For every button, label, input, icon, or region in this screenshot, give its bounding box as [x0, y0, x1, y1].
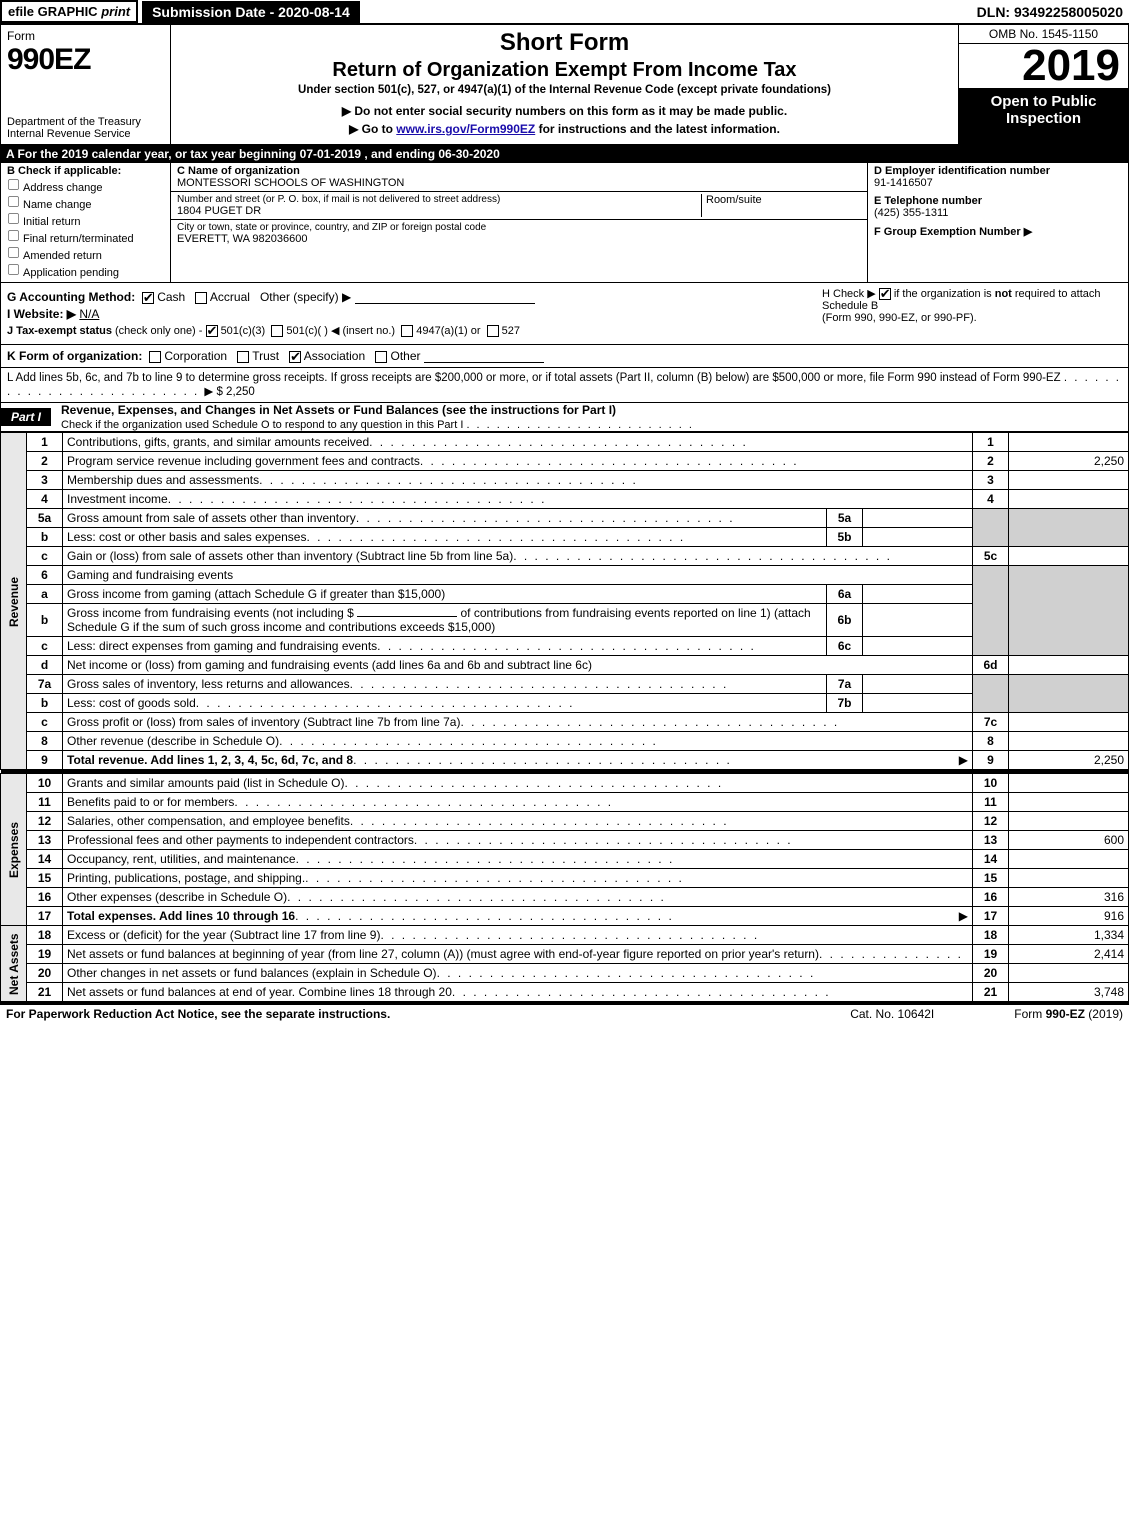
- part1-label: Part I: [1, 408, 51, 426]
- section-C: C Name of organization MONTESSORI SCHOOL…: [171, 163, 868, 282]
- header-center: Short Form Return of Organization Exempt…: [171, 25, 958, 144]
- goto-instructions: ▶ Go to www.irs.gov/Form990EZ for instru…: [179, 122, 950, 136]
- org-city: EVERETT, WA 982036600: [177, 233, 486, 245]
- chk-other-org[interactable]: [375, 351, 387, 363]
- org-street: 1804 PUGET DR: [177, 205, 500, 217]
- org-name-row: C Name of organization MONTESSORI SCHOOL…: [171, 163, 867, 192]
- side-expenses: Expenses: [1, 774, 27, 926]
- amt-10: [1009, 774, 1129, 793]
- chk-amended-return[interactable]: Amended return: [7, 246, 164, 262]
- amt-5c: [1009, 547, 1129, 566]
- chk-address-change[interactable]: Address change: [7, 178, 164, 194]
- form-word: Form: [7, 29, 164, 43]
- amt-8: [1009, 732, 1129, 751]
- tax-year-bar: A For the 2019 calendar year, or tax yea…: [0, 145, 1129, 163]
- cat-number: Cat. No. 10642I: [850, 1007, 934, 1021]
- amt-16: 316: [1009, 888, 1129, 907]
- org-city-row: City or town, state or province, country…: [171, 220, 867, 247]
- part1-table: Revenue 1 Contributions, gifts, grants, …: [0, 432, 1129, 1002]
- chk-accrual[interactable]: [195, 292, 207, 304]
- section-J: J Tax-exempt status (check only one) - 5…: [7, 324, 1122, 337]
- amt-6d: [1009, 656, 1129, 675]
- chk-cash[interactable]: [142, 292, 154, 304]
- irs-link[interactable]: www.irs.gov/Form990EZ: [396, 122, 535, 136]
- chk-name-change[interactable]: Name change: [7, 195, 164, 211]
- chk-final-return[interactable]: Final return/terminated: [7, 229, 164, 245]
- part1-title: Revenue, Expenses, and Changes in Net As…: [61, 403, 616, 417]
- header-right: OMB No. 1545-1150 2019 Open to Public In…: [958, 25, 1128, 144]
- dln-number: DLN: 93492258005020: [977, 4, 1129, 20]
- amt-17-total-expenses: 916: [1009, 907, 1129, 926]
- chk-application-pending[interactable]: Application pending: [7, 263, 164, 279]
- ein-value: 91-1416507: [874, 177, 1122, 189]
- amt-18: 1,334: [1009, 926, 1129, 945]
- form-header: Form 990EZ Department of the Treasury In…: [0, 25, 1129, 145]
- print-label: print: [101, 4, 130, 19]
- amt-21: 3,748: [1009, 983, 1129, 1002]
- paperwork-notice: For Paperwork Reduction Act Notice, see …: [6, 1007, 390, 1021]
- chk-corp[interactable]: [149, 351, 161, 363]
- org-name: MONTESSORI SCHOOLS OF WASHINGTON: [177, 177, 404, 189]
- chk-501c3[interactable]: [206, 325, 218, 337]
- amt-7c: [1009, 713, 1129, 732]
- gross-receipts-amount: ▶ $ 2,250: [204, 386, 254, 398]
- F-label: F Group Exemption Number ▶: [874, 226, 1032, 238]
- dept-treasury: Department of the Treasury Internal Reve…: [7, 116, 164, 140]
- amt-3: [1009, 471, 1129, 490]
- amt-14: [1009, 850, 1129, 869]
- chk-4947[interactable]: [401, 325, 413, 337]
- chk-association[interactable]: [289, 351, 301, 363]
- subtitle: Under section 501(c), 527, or 4947(a)(1)…: [179, 84, 950, 96]
- efile-graphic-print[interactable]: efile GRAPHIC print: [0, 0, 138, 23]
- open-to-public: Open to Public Inspection: [959, 89, 1128, 144]
- website-value: N/A: [79, 307, 99, 321]
- section-H: H Check ▶ if the organization is not req…: [822, 287, 1122, 324]
- section-DEF: D Employer identification number 91-1416…: [868, 163, 1128, 282]
- accounting-other-input[interactable]: [355, 290, 535, 304]
- D-label: D Employer identification number: [874, 165, 1122, 177]
- amt-11: [1009, 793, 1129, 812]
- part1-check-note: Check if the organization used Schedule …: [61, 419, 694, 431]
- section-L: L Add lines 5b, 6c, and 7b to line 9 to …: [0, 368, 1129, 403]
- chk-initial-return[interactable]: Initial return: [7, 212, 164, 228]
- chk-527[interactable]: [487, 325, 499, 337]
- header-left: Form 990EZ Department of the Treasury In…: [1, 25, 171, 144]
- part1-header: Part I Revenue, Expenses, and Changes in…: [0, 403, 1129, 432]
- phone-value: (425) 355-1311: [874, 207, 1122, 219]
- form-number: 990EZ: [7, 43, 164, 77]
- section-K: K Form of organization: Corporation Trus…: [0, 345, 1129, 368]
- amt-20: [1009, 964, 1129, 983]
- amt-9-total-revenue: 2,250: [1009, 751, 1129, 770]
- section-G-L: H Check ▶ if the organization is not req…: [0, 283, 1129, 345]
- amt-13: 600: [1009, 831, 1129, 850]
- amt-4: [1009, 490, 1129, 509]
- room-suite: Room/suite: [701, 194, 861, 217]
- top-bar: efile GRAPHIC print Submission Date - 20…: [0, 0, 1129, 25]
- form-number-footer: Form 990-EZ (2019): [1014, 1007, 1123, 1021]
- E-label: E Telephone number: [874, 195, 1122, 207]
- tax-year: 2019: [959, 44, 1128, 89]
- side-revenue: Revenue: [1, 433, 27, 770]
- efile-label: efile GRAPHIC: [8, 4, 98, 19]
- chk-501c[interactable]: [271, 325, 283, 337]
- chk-trust[interactable]: [237, 351, 249, 363]
- title-return-exempt: Return of Organization Exempt From Incom…: [179, 59, 950, 82]
- page-footer: For Paperwork Reduction Act Notice, see …: [0, 1005, 1129, 1023]
- amt-1: [1009, 433, 1129, 452]
- B-label: B Check if applicable:: [7, 165, 164, 177]
- amt-15: [1009, 869, 1129, 888]
- amt-2: 2,250: [1009, 452, 1129, 471]
- title-short-form: Short Form: [179, 29, 950, 57]
- section-B: B Check if applicable: Address change Na…: [1, 163, 171, 282]
- ssn-warning: ▶ Do not enter social security numbers o…: [179, 104, 950, 118]
- entity-block: B Check if applicable: Address change Na…: [0, 163, 1129, 283]
- submission-date: Submission Date - 2020-08-14: [142, 1, 360, 23]
- org-address-row: Number and street (or P. O. box, if mail…: [171, 192, 867, 220]
- amt-12: [1009, 812, 1129, 831]
- side-netassets: Net Assets: [1, 926, 27, 1002]
- chk-H-not-required[interactable]: [879, 288, 891, 300]
- amt-19: 2,414: [1009, 945, 1129, 964]
